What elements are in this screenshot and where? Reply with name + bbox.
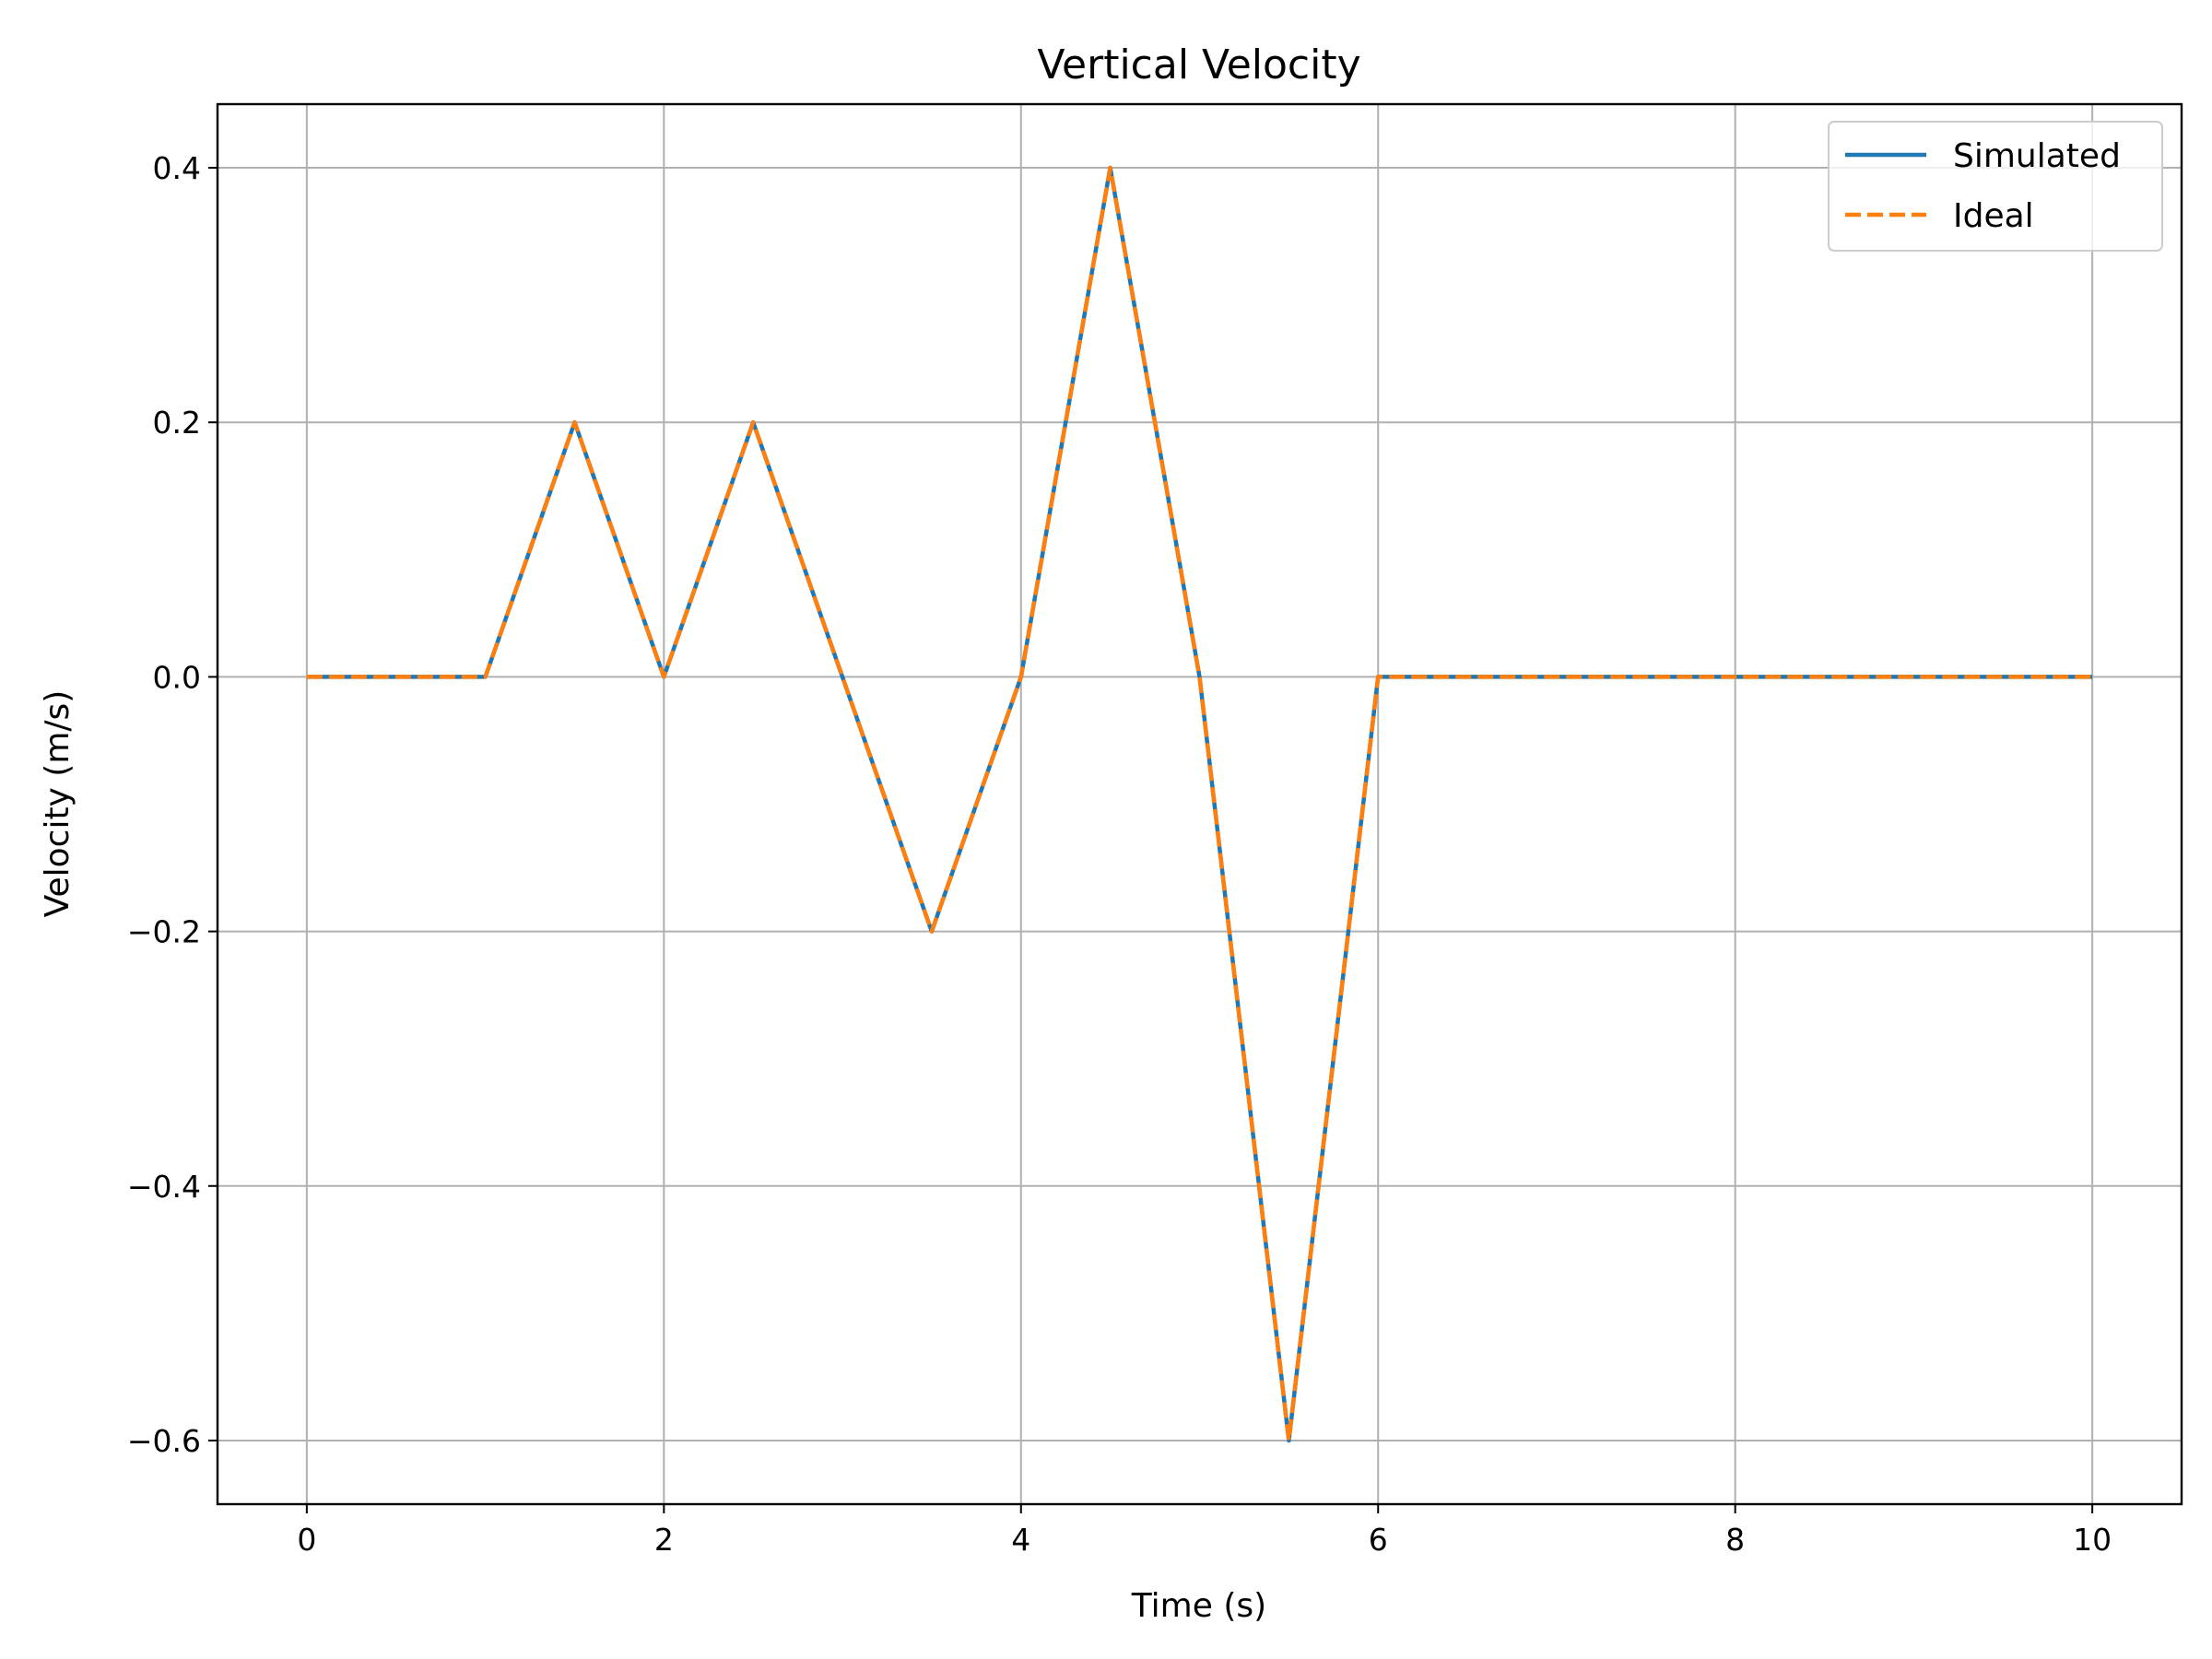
x-tick-label: 10 [2073, 1522, 2112, 1558]
y-tick-label: 0.4 [153, 150, 201, 186]
x-tick-label: 0 [297, 1522, 316, 1558]
y-tick-label: −0.6 [127, 1423, 201, 1459]
series-line-ideal [306, 165, 2093, 1443]
y-tick-label: −0.4 [127, 1169, 201, 1205]
chart-title: Vertical Velocity [1037, 41, 1360, 88]
legend: Simulated Ideal [1828, 121, 2163, 252]
series-lines [306, 165, 2093, 1443]
legend-label-simulated: Simulated [1953, 137, 2121, 175]
y-tick-label: −0.2 [127, 914, 201, 950]
x-tick-label: 4 [1011, 1522, 1030, 1558]
legend-label-ideal: Ideal [1953, 197, 2034, 235]
y-tick-label: 0.2 [153, 405, 201, 441]
y-axis-label: Velocity (m/s) [39, 690, 76, 918]
x-axis-label: Time (s) [1131, 1587, 1266, 1625]
plot-frame [216, 102, 2183, 1506]
x-tick-label: 6 [1369, 1522, 1388, 1558]
x-tick-label: 2 [654, 1522, 674, 1558]
axis-ticks: 0 2 4 6 8 10 −0.6 −0.4 −0.2 0.0 0.2 0.4 [127, 150, 2112, 1558]
x-tick-label: 8 [1725, 1522, 1745, 1558]
y-tick-label: 0.0 [153, 659, 201, 695]
